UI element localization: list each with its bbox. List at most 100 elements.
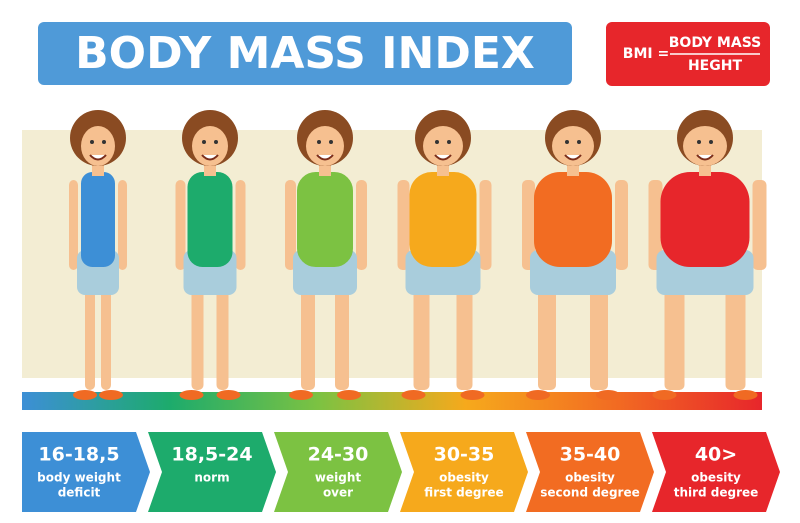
category-range: 24-30 (308, 444, 369, 466)
shoe (526, 390, 550, 400)
eye (202, 140, 206, 144)
eye (709, 140, 713, 144)
category-chevron (22, 432, 150, 512)
leg (413, 280, 430, 390)
eye (435, 140, 439, 144)
smile (316, 154, 334, 161)
shoe (99, 390, 123, 400)
shoe (289, 390, 313, 400)
category-chevron (526, 432, 654, 512)
shoe (73, 390, 97, 400)
leg (456, 280, 473, 390)
category-range: 30-35 (434, 444, 495, 466)
title: BODY MASS INDEX (75, 28, 535, 79)
smile (201, 154, 219, 161)
formula-lhs: BMI = (623, 46, 669, 62)
smile (564, 154, 582, 161)
arm (522, 180, 535, 270)
shoe (216, 390, 241, 400)
formula-denominator: HEGHT (688, 58, 742, 74)
figures (69, 110, 767, 400)
leg (85, 280, 95, 390)
category-chevron (148, 432, 276, 512)
shoe (337, 390, 361, 400)
leg (301, 280, 315, 390)
category-label: first degree (424, 486, 503, 500)
swimsuit (187, 172, 233, 267)
arm (615, 180, 628, 270)
face (683, 126, 727, 166)
eye (102, 140, 106, 144)
eye (577, 140, 581, 144)
title-box (38, 22, 572, 85)
scale-bar (22, 392, 762, 410)
arm (479, 180, 492, 270)
smile (89, 154, 107, 161)
face (423, 126, 463, 166)
formula-numerator: BODY MASS (669, 35, 762, 51)
category-label: obesity (691, 471, 741, 485)
shoe (179, 390, 204, 400)
category-range: 16-18,5 (38, 444, 119, 466)
figure (175, 110, 246, 400)
category-chevron (652, 432, 780, 512)
arm (752, 180, 767, 270)
figure (648, 110, 767, 400)
arm (69, 180, 78, 270)
category-label: obesity (565, 471, 615, 485)
arm (175, 180, 186, 270)
backdrop (22, 130, 762, 378)
leg (664, 280, 685, 390)
eye (317, 140, 321, 144)
swimsuit (81, 172, 115, 267)
swimsuit (297, 172, 353, 267)
figure (69, 110, 127, 400)
shoe (460, 390, 485, 400)
face (552, 126, 594, 166)
category-label: third degree (674, 486, 759, 500)
figure (522, 110, 628, 400)
category-label: obesity (439, 471, 489, 485)
leg (335, 280, 349, 390)
smile (696, 154, 714, 161)
category-label: second degree (540, 486, 639, 500)
leg (590, 280, 608, 390)
shoe (652, 390, 677, 400)
leg (725, 280, 746, 390)
category-chevron (400, 432, 528, 512)
leg (191, 280, 204, 390)
arm (397, 180, 410, 270)
figure (285, 110, 367, 400)
category-label: over (323, 486, 353, 500)
eye (565, 140, 569, 144)
category-range: 35-40 (560, 444, 621, 466)
leg (101, 280, 111, 390)
shoe (596, 390, 620, 400)
figure (397, 110, 492, 400)
arm (285, 180, 296, 270)
shoe (401, 390, 426, 400)
arm (356, 180, 367, 270)
swimsuit (409, 172, 477, 267)
leg (538, 280, 556, 390)
arm (235, 180, 246, 270)
category-label: body weight (37, 471, 121, 485)
smile (434, 154, 452, 161)
category-range: 18,5-24 (171, 444, 252, 466)
face (81, 126, 115, 166)
face (306, 126, 344, 166)
category-range: 40> (695, 444, 737, 466)
shoe (733, 390, 758, 400)
category-label: norm (194, 471, 229, 485)
eye (90, 140, 94, 144)
category-label: weight (315, 471, 361, 485)
swimsuit (534, 172, 612, 267)
swimsuit (660, 172, 750, 267)
eye (214, 140, 218, 144)
arm (118, 180, 127, 270)
face (192, 126, 228, 166)
category-label: deficit (58, 486, 101, 500)
arm (648, 180, 663, 270)
